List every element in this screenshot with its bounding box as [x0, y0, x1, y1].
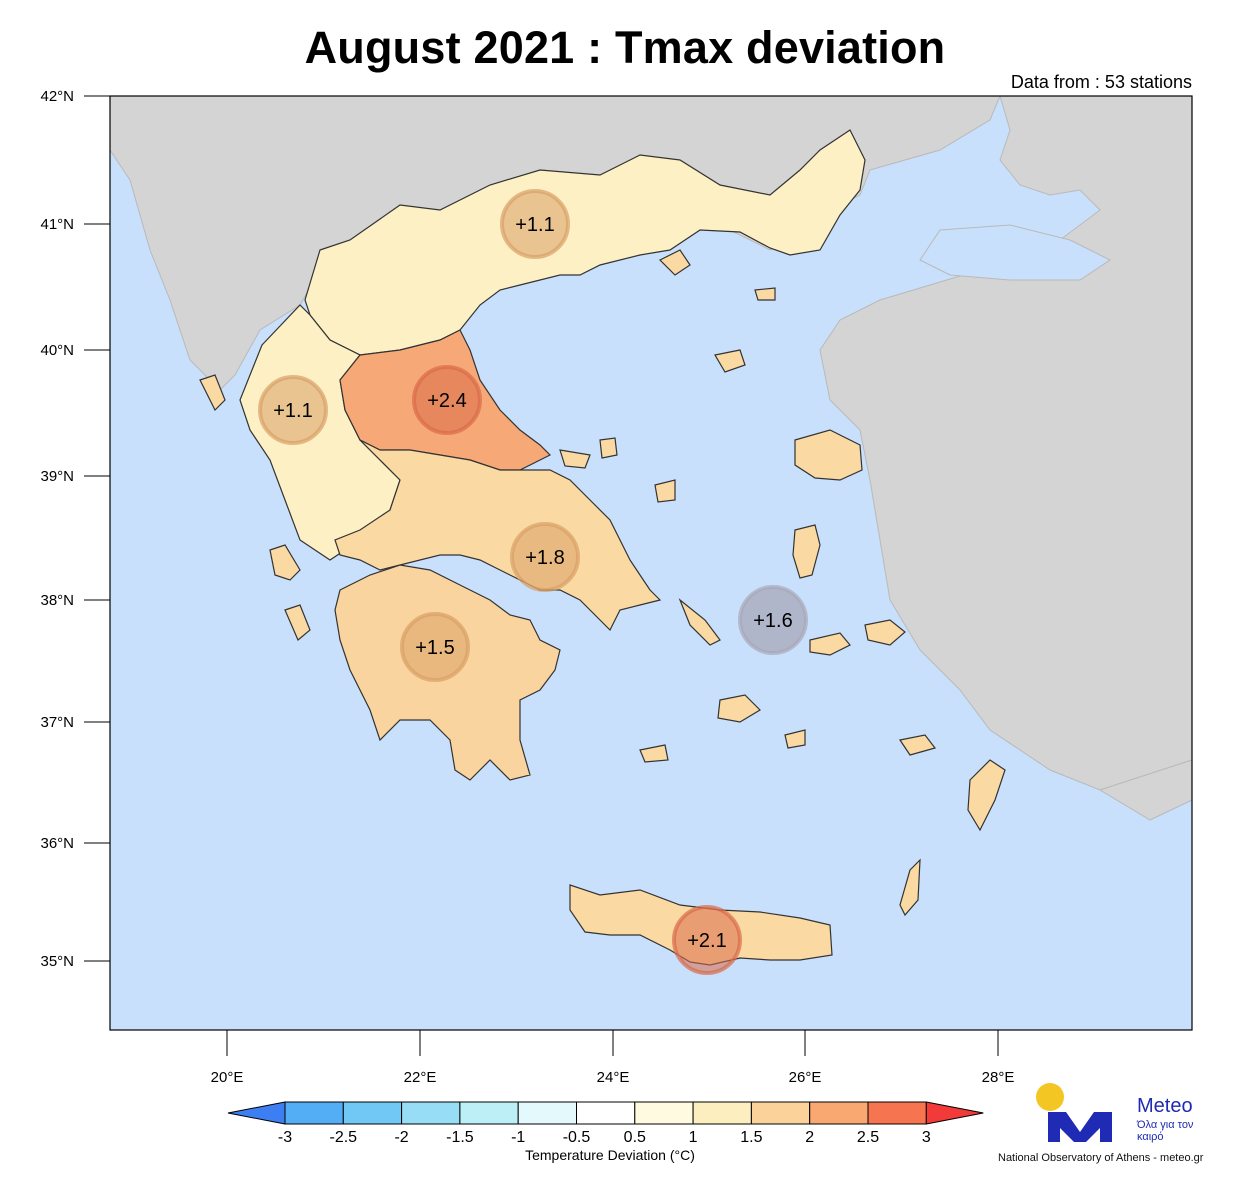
colorbar-high-arrow — [925, 1101, 984, 1125]
colorbar-bin — [284, 1101, 344, 1125]
colorbar-tick-label: -0.5 — [563, 1129, 591, 1146]
colorbar-low-arrow — [227, 1101, 286, 1125]
marker-value-6: +2.1 — [687, 930, 726, 952]
marker-circle-6 — [672, 905, 742, 975]
lat-label: 41°N — [40, 216, 74, 233]
map-title: August 2021 : Tmax deviation — [304, 22, 946, 73]
meteo-logo — [1036, 1083, 1112, 1142]
lat-label: 38°N — [40, 592, 74, 609]
colorbar-bin — [809, 1101, 869, 1125]
marker-circle-5 — [738, 585, 808, 655]
colorbar-bin — [692, 1101, 752, 1125]
marker-circle-2 — [412, 365, 482, 435]
stations-count: Data from : 53 stations — [1010, 72, 1192, 92]
colorbar-tick-label: 3 — [922, 1129, 931, 1146]
sun-icon — [1036, 1083, 1064, 1111]
colorbar-bin — [634, 1101, 694, 1125]
logo-brand: Meteo — [1137, 1095, 1193, 1117]
marker-circle-1 — [258, 375, 328, 445]
lon-label: 22°E — [404, 1069, 437, 1086]
lat-label: 36°N — [40, 835, 74, 852]
marker-circle-3 — [510, 522, 580, 592]
colorbar-tick-label: -1 — [511, 1129, 525, 1146]
region-central-greece — [334, 439, 662, 632]
marker-value-1: +1.1 — [273, 400, 312, 422]
logo-organization: National Observatory of Athens - meteo.g… — [998, 1152, 1204, 1164]
lat-label: 42°N — [40, 88, 74, 105]
logo-tagline: Όλα για τον καιρό — [1137, 1119, 1194, 1143]
colorbar: -3 -2.5 -2 -1.5 -1 -0.5 0.5 1 1.5 2 2.5 3 — [227, 1101, 984, 1146]
meteo-m-icon — [1048, 1112, 1112, 1142]
colorbar-tick-label: 1 — [689, 1129, 698, 1146]
marmara-sea — [919, 224, 1111, 281]
marker-value-0: +1.1 — [515, 214, 554, 236]
colorbar-tick-label: -3 — [278, 1129, 292, 1146]
lat-label: 37°N — [40, 714, 74, 731]
latitude-axis: 42°N 41°N 40°N 39°N 38°N 37°N 36°N 35°N — [40, 88, 110, 970]
longitude-axis: 20°E 22°E 24°E 26°E 28°E — [211, 1030, 1015, 1086]
colorbar-tick-label: 2 — [805, 1129, 814, 1146]
lon-label: 28°E — [982, 1069, 1015, 1086]
lat-label: 40°N — [40, 342, 74, 359]
lon-label: 20°E — [211, 1069, 244, 1086]
colorbar-tick-label: -2.5 — [330, 1129, 358, 1146]
marker-value-4: +1.5 — [415, 637, 454, 659]
colorbar-bin — [401, 1101, 461, 1125]
colorbar-title: Temperature Deviation (°C) — [525, 1147, 695, 1163]
map-frame — [109, 95, 1193, 1031]
marker-value-2: +2.4 — [427, 390, 466, 412]
colorbar-tick-label: 1.5 — [740, 1129, 762, 1146]
colorbar-bin — [342, 1101, 403, 1125]
colorbar-bin — [867, 1101, 927, 1125]
colorbar-tick-label: 2.5 — [857, 1129, 879, 1146]
colorbar-bin — [517, 1101, 578, 1125]
colorbar-tick-label: -2 — [394, 1129, 408, 1146]
aegean-islands — [199, 249, 1006, 917]
marker-value-3: +1.8 — [525, 547, 564, 569]
marker-value-5: +1.6 — [753, 610, 792, 632]
lat-label: 39°N — [40, 468, 74, 485]
colorbar-tick-label: -1.5 — [446, 1129, 474, 1146]
marker-circle-0 — [500, 189, 570, 259]
marker-circle-4 — [400, 612, 470, 682]
colorbar-bin — [750, 1101, 811, 1125]
lon-label: 26°E — [789, 1069, 822, 1086]
lat-label: 35°N — [40, 953, 74, 970]
lon-label: 24°E — [597, 1069, 630, 1086]
colorbar-tick-label: 0.5 — [624, 1129, 646, 1146]
deviation-markers: +1.1 +1.1 +2.4 +1.8 +1.5 +1.6 +2.1 — [258, 189, 808, 975]
colorbar-bin — [459, 1101, 519, 1125]
colorbar-bin — [576, 1101, 636, 1125]
